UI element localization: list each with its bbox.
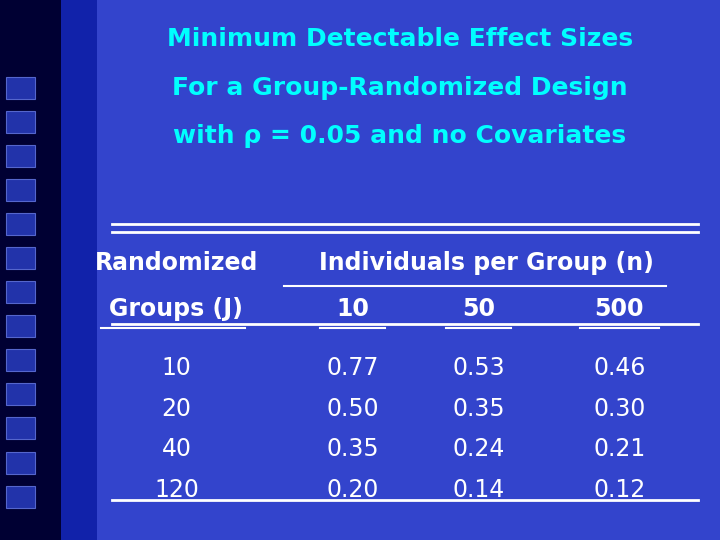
Bar <box>6 349 35 372</box>
Bar <box>0 0 61 540</box>
Text: For a Group-Randomized Design: For a Group-Randomized Design <box>172 76 627 99</box>
Text: 0.53: 0.53 <box>452 356 505 380</box>
Text: 0.77: 0.77 <box>327 356 379 380</box>
Bar <box>6 77 35 99</box>
Text: 0.24: 0.24 <box>453 437 505 461</box>
Bar <box>6 213 35 235</box>
Text: Randomized: Randomized <box>95 251 258 275</box>
Text: 50: 50 <box>462 297 495 321</box>
Text: 0.14: 0.14 <box>453 478 505 502</box>
Text: 20: 20 <box>161 397 192 421</box>
Text: 0.35: 0.35 <box>326 437 379 461</box>
Text: 0.35: 0.35 <box>452 397 505 421</box>
Text: 500: 500 <box>595 297 644 321</box>
Text: 10: 10 <box>336 297 369 321</box>
Bar <box>6 247 35 269</box>
Bar <box>6 179 35 201</box>
Text: 0.30: 0.30 <box>593 397 645 421</box>
Text: Minimum Detectable Effect Sizes: Minimum Detectable Effect Sizes <box>166 27 633 51</box>
Text: 0.20: 0.20 <box>327 478 379 502</box>
Bar <box>6 281 35 303</box>
Bar <box>6 485 35 508</box>
Text: 0.21: 0.21 <box>593 437 645 461</box>
Text: 0.50: 0.50 <box>326 397 379 421</box>
Bar <box>6 145 35 167</box>
Text: 0.12: 0.12 <box>593 478 645 502</box>
Bar <box>6 383 35 406</box>
Text: 10: 10 <box>161 356 192 380</box>
Text: Individuals per Group (n): Individuals per Group (n) <box>318 251 654 275</box>
Text: 0.46: 0.46 <box>593 356 645 380</box>
Bar <box>6 417 35 440</box>
Bar <box>6 451 35 474</box>
Bar <box>61 0 97 540</box>
Text: 40: 40 <box>161 437 192 461</box>
Bar <box>6 111 35 133</box>
Text: Groups (J): Groups (J) <box>109 297 243 321</box>
Bar <box>6 315 35 338</box>
Text: 120: 120 <box>154 478 199 502</box>
Text: with ρ = 0.05 and no Covariates: with ρ = 0.05 and no Covariates <box>173 124 626 148</box>
